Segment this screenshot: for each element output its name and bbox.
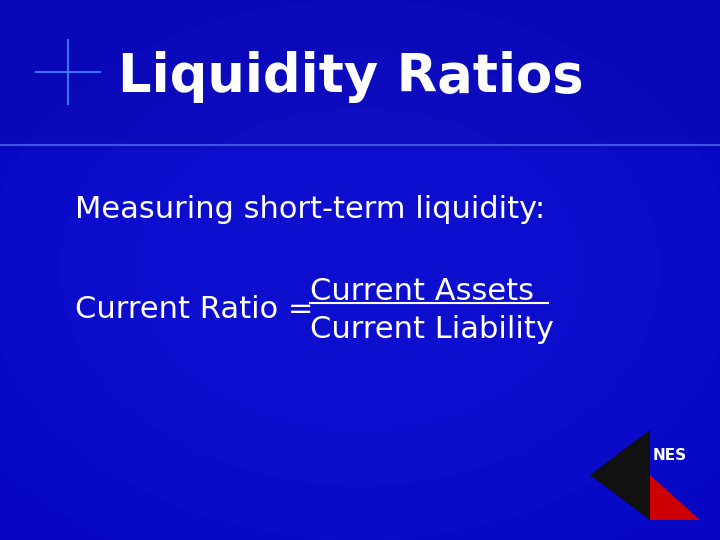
Text: NES: NES bbox=[653, 448, 687, 462]
Bar bbox=[0, 150, 720, 540]
Text: Current Assets: Current Assets bbox=[310, 278, 534, 307]
Text: Current Liability: Current Liability bbox=[310, 315, 554, 345]
Polygon shape bbox=[590, 430, 650, 520]
Ellipse shape bbox=[135, 108, 585, 432]
Text: Measuring short-term liquidity:: Measuring short-term liquidity: bbox=[75, 195, 545, 225]
Polygon shape bbox=[650, 475, 700, 520]
Ellipse shape bbox=[210, 162, 510, 378]
Text: Current Ratio =: Current Ratio = bbox=[75, 295, 313, 325]
Text: Liquidity Ratios: Liquidity Ratios bbox=[118, 51, 584, 103]
Bar bbox=[0, 0, 720, 150]
Ellipse shape bbox=[60, 54, 660, 486]
